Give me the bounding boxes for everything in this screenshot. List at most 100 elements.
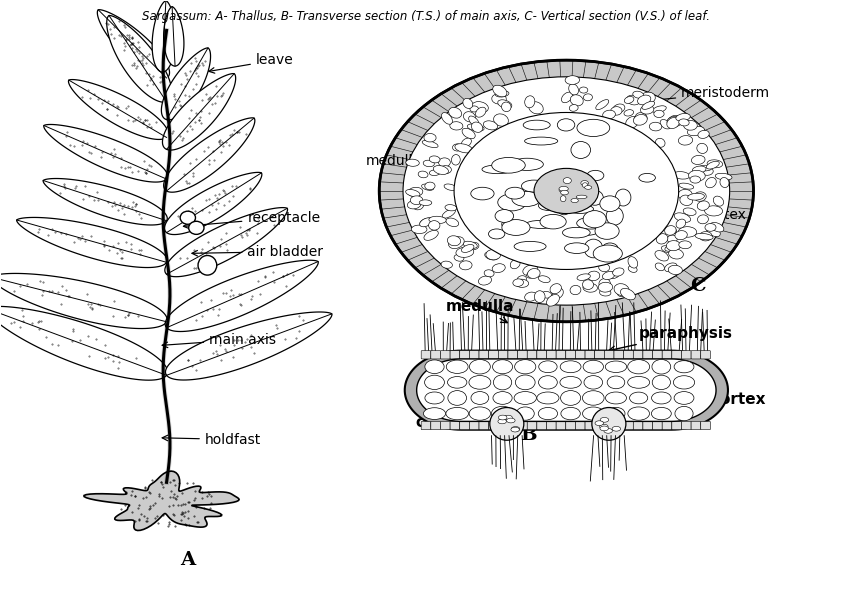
Ellipse shape bbox=[492, 360, 513, 374]
Ellipse shape bbox=[455, 144, 473, 153]
Ellipse shape bbox=[495, 210, 514, 222]
Ellipse shape bbox=[471, 392, 489, 404]
FancyBboxPatch shape bbox=[479, 421, 489, 430]
Text: Sargassum: A- Thallus, B- Transverse section (T.S.) of main axis, C- Vertical se: Sargassum: A- Thallus, B- Transverse sec… bbox=[142, 10, 710, 23]
Ellipse shape bbox=[498, 415, 507, 420]
Ellipse shape bbox=[515, 279, 529, 287]
Ellipse shape bbox=[593, 245, 622, 262]
Ellipse shape bbox=[692, 156, 705, 164]
Ellipse shape bbox=[639, 173, 655, 182]
Polygon shape bbox=[0, 306, 168, 380]
FancyBboxPatch shape bbox=[546, 421, 556, 430]
Ellipse shape bbox=[565, 76, 579, 85]
Ellipse shape bbox=[442, 209, 456, 218]
Ellipse shape bbox=[602, 110, 615, 119]
Ellipse shape bbox=[693, 166, 706, 173]
Ellipse shape bbox=[579, 227, 598, 235]
Ellipse shape bbox=[423, 408, 446, 420]
FancyBboxPatch shape bbox=[450, 350, 460, 359]
Ellipse shape bbox=[429, 170, 440, 176]
Ellipse shape bbox=[523, 120, 550, 130]
Ellipse shape bbox=[586, 190, 603, 205]
Ellipse shape bbox=[505, 187, 525, 199]
Ellipse shape bbox=[567, 204, 594, 213]
Ellipse shape bbox=[490, 408, 524, 440]
Ellipse shape bbox=[511, 427, 520, 432]
FancyBboxPatch shape bbox=[672, 421, 682, 430]
Text: cortex: cortex bbox=[664, 204, 746, 222]
Ellipse shape bbox=[529, 102, 544, 114]
Ellipse shape bbox=[676, 219, 686, 228]
Ellipse shape bbox=[561, 190, 568, 195]
Ellipse shape bbox=[568, 84, 579, 95]
Ellipse shape bbox=[515, 359, 536, 374]
FancyBboxPatch shape bbox=[624, 350, 633, 359]
Ellipse shape bbox=[583, 280, 594, 290]
FancyBboxPatch shape bbox=[421, 350, 431, 359]
Ellipse shape bbox=[630, 392, 648, 404]
Ellipse shape bbox=[667, 117, 682, 127]
Circle shape bbox=[403, 77, 729, 305]
Ellipse shape bbox=[652, 408, 671, 420]
Ellipse shape bbox=[668, 265, 682, 275]
Ellipse shape bbox=[633, 91, 644, 98]
Ellipse shape bbox=[471, 122, 482, 132]
Ellipse shape bbox=[484, 270, 494, 277]
Ellipse shape bbox=[456, 247, 474, 257]
FancyBboxPatch shape bbox=[643, 421, 653, 430]
Polygon shape bbox=[97, 10, 170, 79]
Ellipse shape bbox=[584, 185, 592, 190]
Ellipse shape bbox=[492, 406, 514, 421]
Ellipse shape bbox=[655, 138, 665, 147]
FancyBboxPatch shape bbox=[585, 421, 595, 430]
Ellipse shape bbox=[445, 204, 457, 211]
Ellipse shape bbox=[517, 276, 527, 283]
Ellipse shape bbox=[559, 187, 568, 191]
FancyBboxPatch shape bbox=[527, 421, 537, 430]
Ellipse shape bbox=[628, 359, 649, 374]
FancyBboxPatch shape bbox=[431, 421, 440, 430]
Ellipse shape bbox=[550, 200, 567, 213]
Ellipse shape bbox=[563, 178, 572, 184]
Ellipse shape bbox=[602, 272, 615, 280]
Ellipse shape bbox=[611, 107, 622, 115]
FancyBboxPatch shape bbox=[508, 421, 517, 430]
Ellipse shape bbox=[463, 241, 477, 249]
Ellipse shape bbox=[607, 207, 624, 225]
Ellipse shape bbox=[515, 375, 535, 390]
Ellipse shape bbox=[688, 193, 705, 200]
FancyBboxPatch shape bbox=[469, 421, 479, 430]
FancyBboxPatch shape bbox=[469, 350, 479, 359]
Ellipse shape bbox=[579, 87, 588, 93]
Ellipse shape bbox=[471, 187, 494, 200]
Ellipse shape bbox=[565, 243, 589, 253]
Ellipse shape bbox=[418, 171, 428, 178]
Ellipse shape bbox=[715, 173, 732, 180]
Ellipse shape bbox=[634, 115, 644, 122]
FancyBboxPatch shape bbox=[421, 421, 431, 430]
Ellipse shape bbox=[448, 390, 467, 405]
FancyBboxPatch shape bbox=[691, 421, 700, 430]
FancyBboxPatch shape bbox=[633, 350, 643, 359]
Ellipse shape bbox=[588, 271, 600, 281]
Ellipse shape bbox=[412, 225, 427, 234]
Ellipse shape bbox=[406, 190, 420, 197]
Ellipse shape bbox=[419, 200, 432, 206]
Ellipse shape bbox=[628, 257, 637, 268]
Ellipse shape bbox=[188, 221, 204, 234]
Ellipse shape bbox=[502, 219, 517, 229]
Ellipse shape bbox=[444, 184, 457, 191]
FancyBboxPatch shape bbox=[431, 350, 440, 359]
Text: receptacle: receptacle bbox=[183, 211, 320, 229]
Ellipse shape bbox=[706, 162, 719, 169]
Ellipse shape bbox=[424, 375, 445, 390]
Ellipse shape bbox=[514, 241, 546, 252]
Ellipse shape bbox=[705, 206, 722, 216]
Ellipse shape bbox=[625, 97, 634, 103]
Ellipse shape bbox=[425, 360, 444, 374]
Ellipse shape bbox=[570, 95, 584, 106]
Ellipse shape bbox=[678, 190, 693, 200]
Ellipse shape bbox=[583, 360, 603, 373]
Ellipse shape bbox=[642, 101, 654, 109]
Ellipse shape bbox=[420, 218, 434, 226]
